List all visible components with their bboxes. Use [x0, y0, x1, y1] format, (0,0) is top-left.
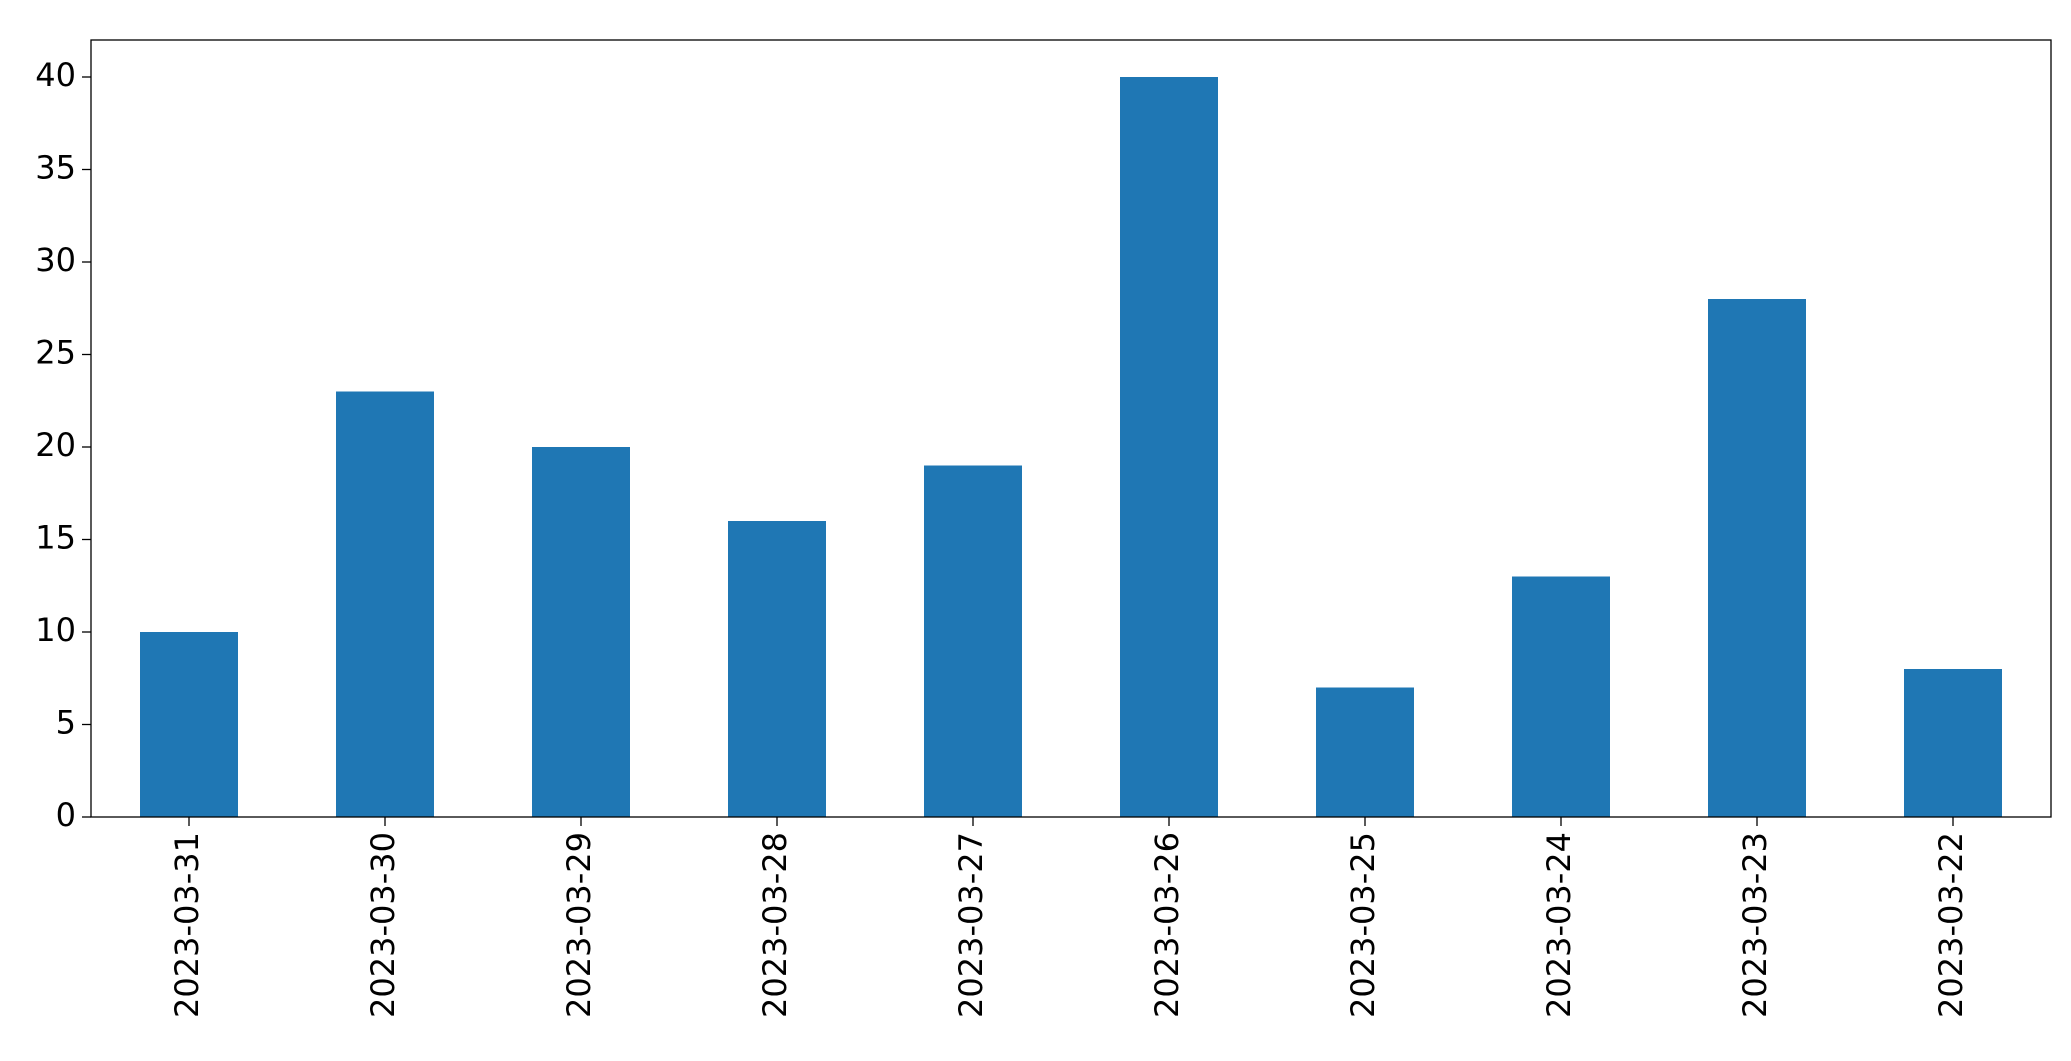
y-tick-label: 10 — [35, 611, 76, 649]
x-tick-label: 2023-03-25 — [1344, 832, 1382, 1018]
y-tick-label: 40 — [35, 56, 76, 94]
y-tick-label: 30 — [35, 241, 76, 279]
y-tick-label: 20 — [35, 426, 76, 464]
bar — [1316, 687, 1414, 817]
x-tick-label: 2023-03-24 — [1540, 832, 1578, 1018]
y-tick-label: 25 — [35, 334, 76, 372]
bar — [532, 447, 630, 817]
plot-frame — [90, 39, 2052, 818]
bar — [1904, 669, 2002, 817]
y-tick-label: 0 — [56, 796, 76, 834]
y-tick-label: 15 — [35, 519, 76, 557]
bar — [728, 521, 826, 817]
y-tick-label: 5 — [56, 704, 76, 742]
x-tick-label: 2023-03-23 — [1736, 832, 1774, 1018]
x-tick-label: 2023-03-22 — [1932, 832, 1970, 1018]
bar — [924, 465, 1022, 817]
bar — [336, 391, 434, 817]
bar — [140, 632, 238, 817]
bar — [1708, 299, 1806, 817]
bar — [1120, 77, 1218, 817]
x-tick-label: 2023-03-27 — [952, 832, 990, 1018]
x-tick-label: 2023-03-28 — [756, 832, 794, 1018]
x-tick-label: 2023-03-29 — [560, 832, 598, 1018]
x-tick-label: 2023-03-26 — [1148, 832, 1186, 1018]
x-tick-label: 2023-03-30 — [364, 832, 402, 1018]
y-tick-label: 35 — [35, 149, 76, 187]
bar — [1512, 576, 1610, 817]
x-tick-label: 2023-03-31 — [168, 832, 206, 1018]
